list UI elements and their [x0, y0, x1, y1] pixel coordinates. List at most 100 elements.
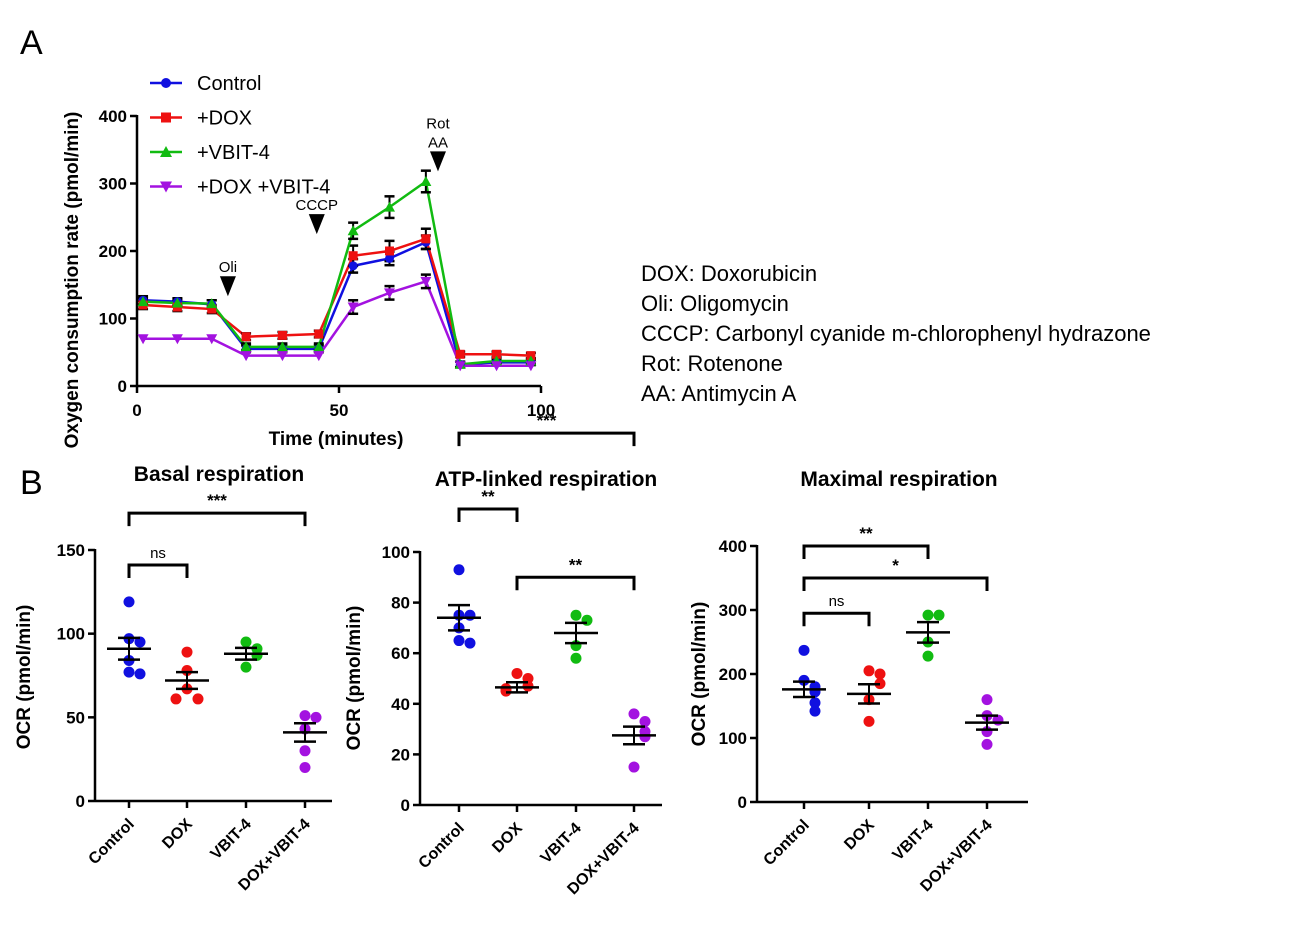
series-line [143, 179, 531, 366]
data-point [922, 609, 934, 621]
injection-arrow [219, 276, 236, 297]
data-point [570, 609, 582, 621]
significance-bracket [802, 576, 989, 591]
data-point [492, 349, 502, 359]
data-point [310, 711, 322, 723]
legend: Control +DOX +VBIT-4 +DOX +VBIT-4 [150, 73, 330, 199]
x-tick-label: VBIT-4 [538, 820, 585, 867]
significance-bracket [457, 431, 636, 447]
y-axis-label: OCR (pmol/min) [689, 602, 710, 747]
y-tick-label: 150 [57, 541, 85, 560]
x-tick-label: 100 [527, 401, 555, 420]
injection-label: Oli [219, 259, 237, 276]
legend-marker [160, 181, 172, 193]
y-tick-label: 50 [66, 708, 85, 727]
y-axis-label: OCR (pmol/min) [344, 606, 365, 751]
data-point [798, 644, 810, 656]
data-point [123, 666, 135, 678]
data-point [313, 341, 325, 352]
data-point [170, 693, 182, 705]
data-point [639, 716, 651, 728]
glossary-line-oli: Oli: Oligomycin [641, 291, 789, 316]
y-tick-label: 400 [719, 537, 747, 556]
data-point [922, 650, 934, 662]
data-point [981, 694, 993, 706]
chart-title: Maximal respiration [800, 468, 997, 491]
data-point [628, 708, 640, 720]
series-line [142, 237, 531, 357]
data-point [276, 341, 288, 352]
significance-label: ** [569, 555, 583, 574]
data-point [241, 332, 251, 342]
data-point [420, 175, 432, 186]
data-point [206, 334, 218, 345]
significance-label: ns [829, 593, 845, 610]
chart-title: Basal respiration [134, 463, 304, 486]
data-point [299, 762, 311, 774]
dot-plot-1: Basal respiration OCR (pmol/min) 0 50 100 150… [14, 463, 332, 894]
significance-bracket [127, 563, 189, 579]
data-point [809, 686, 821, 698]
data-point [491, 361, 503, 372]
y-tick-label: 300 [719, 601, 747, 620]
data-point [299, 710, 311, 722]
legend-marker [160, 146, 172, 157]
significance-bracket [802, 611, 871, 627]
data-point [277, 330, 287, 340]
y-axis-label: Oxygen consumption rate (pmol/min) [62, 112, 83, 449]
injection-arrow [429, 151, 446, 172]
x-tick-label: VBIT-4 [208, 816, 255, 863]
data-point [347, 225, 359, 236]
injection-label: AA [428, 134, 448, 151]
significance-bracket [127, 511, 307, 527]
legend-label: Control [197, 73, 261, 95]
significance-bracket [515, 575, 636, 591]
x-axis-label: Time (minutes) [269, 429, 404, 450]
x-tick-label: Control [416, 820, 468, 872]
x-tick-label: DOX [489, 820, 526, 857]
data-point [240, 661, 252, 673]
data-point [384, 288, 395, 299]
abbreviation-glossary: DOX: Doxorubicin Oli: Oligomycin CCCP: C… [641, 259, 1151, 409]
y-tick-label: 80 [391, 594, 410, 613]
y-tick-label: 200 [719, 665, 747, 684]
data-point [453, 564, 465, 576]
data-point [809, 705, 821, 717]
data-point [863, 715, 875, 727]
data-point [240, 636, 252, 648]
data-point [171, 334, 183, 345]
data-point [874, 668, 886, 680]
data-point [809, 697, 821, 709]
significance-label: *** [537, 411, 557, 430]
data-point [137, 296, 149, 307]
y-tick-label: 400 [99, 107, 127, 126]
data-point [798, 674, 810, 686]
data-point [134, 668, 146, 680]
data-point [453, 635, 465, 647]
y-tick-label: 100 [57, 625, 85, 644]
y-tick-label: 60 [391, 644, 410, 663]
legend-marker [161, 112, 171, 123]
data-point [240, 341, 252, 352]
legend-label: +VBIT-4 [197, 142, 270, 164]
data-point [207, 304, 217, 314]
data-point [299, 745, 311, 757]
significance-label: * [892, 556, 899, 575]
injection-arrow [308, 214, 325, 235]
dot-plot-2: ATP-linked respiration OCR (pmol/min) 0 20 4… [344, 411, 662, 898]
y-tick-label: 0 [118, 377, 127, 396]
y-tick-label: 200 [99, 242, 127, 261]
data-point [454, 361, 466, 372]
series-line [143, 279, 531, 367]
panel-letter-b: B [20, 464, 43, 502]
y-tick-label: 20 [391, 745, 410, 764]
glossary-line-dox: DOX: Doxorubicin [641, 261, 818, 286]
data-point [240, 351, 252, 362]
data-point [192, 693, 204, 705]
panel-letter-a: A [20, 24, 43, 62]
ocr-timecourse-chart: 0 100 200 300 400 0 50 100 Time (minutes) Oxygen … [62, 107, 555, 450]
injection-label: CCCP [296, 197, 339, 214]
significance-label: ** [859, 524, 873, 543]
significance-label: *** [207, 491, 227, 510]
